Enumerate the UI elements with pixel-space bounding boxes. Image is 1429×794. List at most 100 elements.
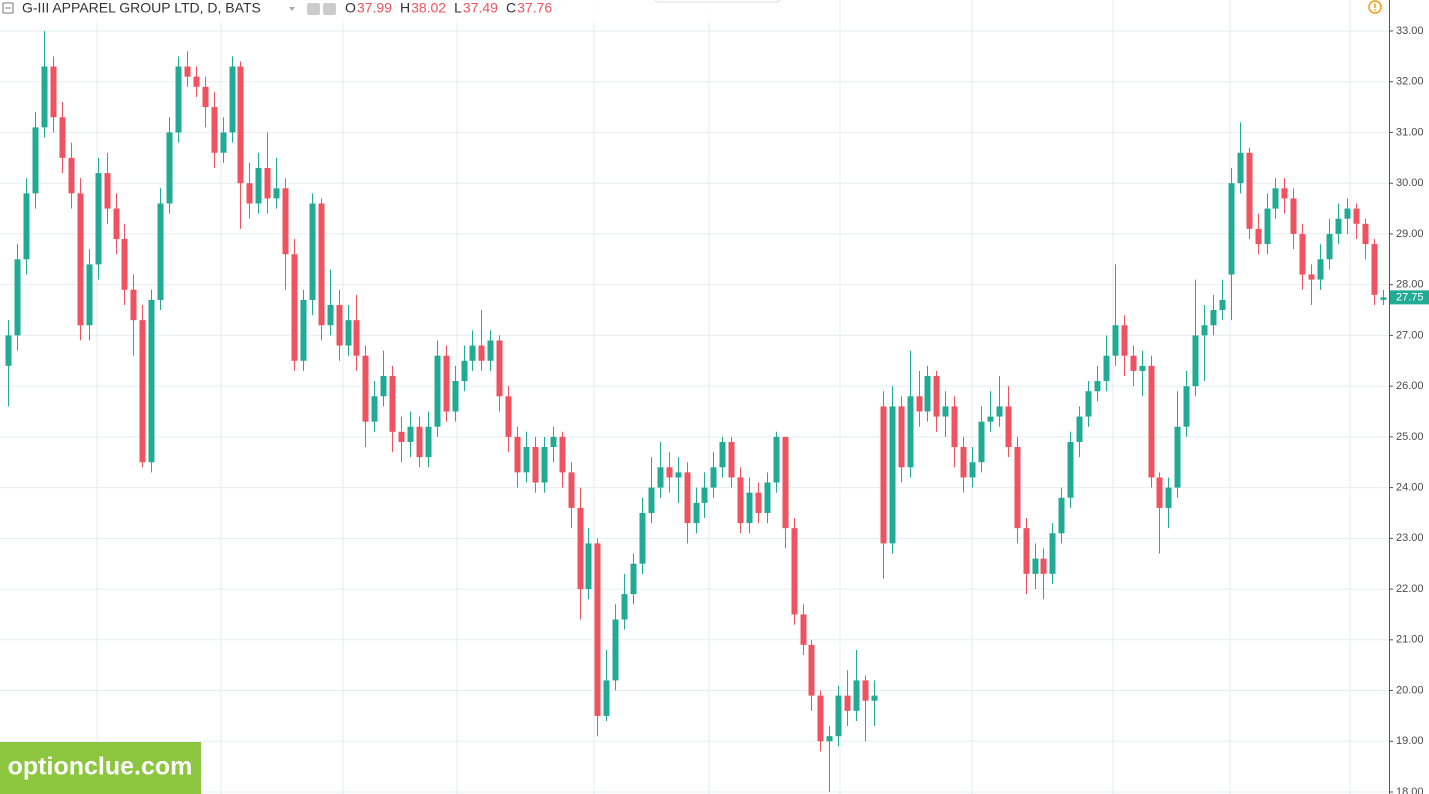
candle-body (478, 345, 485, 361)
candle-body (1228, 183, 1235, 275)
ohlc-label: C (506, 0, 516, 16)
candle-body (1005, 406, 1012, 448)
candle-body (104, 173, 111, 209)
candle-body (577, 507, 584, 590)
candle-body (612, 619, 619, 681)
y-tick-label: 26.00 (1396, 380, 1424, 392)
y-tick-label: 33.00 (1396, 25, 1424, 37)
candle-body (220, 132, 227, 153)
candle-body (407, 426, 414, 442)
candle-body (496, 340, 503, 397)
candle-body (95, 173, 102, 265)
ohlc-label: O (345, 0, 356, 16)
candle-body (113, 208, 120, 240)
candle-body (469, 345, 476, 361)
candle-body (86, 264, 93, 326)
price-grid (0, 30, 1389, 793)
y-tick-label: 28.00 (1396, 279, 1424, 291)
candle-body (835, 695, 842, 737)
last-price-label: 27.75 (1396, 291, 1424, 303)
candle-body (1049, 533, 1056, 574)
warning-icon[interactable] (1368, 0, 1382, 14)
candle-body (1246, 152, 1253, 229)
ohlc-value: 37.76 (517, 0, 552, 16)
ohlc-value: 38.02 (411, 0, 446, 16)
watermark: optionclue.com (8, 753, 193, 781)
candle-body (1264, 208, 1271, 245)
candle-body (398, 431, 405, 442)
candle-body (1103, 355, 1110, 382)
candle-body (1362, 223, 1369, 245)
settings-icon[interactable] (323, 3, 336, 15)
y-tick-label: 19.00 (1396, 735, 1424, 747)
candle-body (1326, 233, 1333, 260)
candle-body (782, 436, 789, 529)
ohlc-label: L (454, 0, 462, 16)
candle-body (1380, 297, 1387, 300)
candle-body (211, 107, 218, 153)
y-tick-label: 22.00 (1396, 583, 1424, 595)
candle-body (345, 320, 352, 346)
candle-body (559, 436, 566, 473)
candle-body (1023, 528, 1030, 574)
y-tick-label: 20.00 (1396, 684, 1424, 696)
candle-body (728, 441, 735, 478)
candle-body (1290, 198, 1297, 234)
candle-body (755, 492, 762, 513)
candle-body (969, 462, 976, 478)
candle-body (461, 360, 468, 382)
candle-body (318, 203, 325, 326)
last-price-tag (1390, 290, 1429, 305)
candle-body (1219, 299, 1226, 311)
candle-body (737, 477, 744, 524)
candle-body (916, 396, 923, 412)
candle-body (452, 381, 459, 412)
candle-body (362, 355, 369, 422)
candle-body (237, 66, 244, 184)
candle-body (336, 304, 343, 346)
candle-body (389, 375, 396, 432)
y-tick-label: 25.00 (1396, 431, 1424, 443)
candle-body (532, 447, 539, 483)
y-tick-label: 29.00 (1396, 228, 1424, 240)
candle-body (898, 406, 905, 468)
candle-body (514, 436, 521, 473)
y-tick-label: 32.00 (1396, 76, 1424, 88)
candle-body (353, 320, 360, 356)
ohlc-header: O 37.99 H 38.02 L 37.49 C 37.76 (345, 0, 552, 16)
candle-body (416, 426, 423, 458)
candle-body (41, 66, 48, 128)
candle-body (184, 66, 191, 77)
candle-body (282, 188, 289, 255)
candle-body (121, 239, 128, 290)
symbol-title: G-III APPAREL GROUP LTD, D, BATS (22, 0, 261, 16)
candle-body (1130, 355, 1137, 371)
candle-body (1094, 381, 1101, 392)
candle-body (1085, 391, 1092, 417)
candle-body (50, 66, 57, 118)
candle-body (764, 482, 771, 513)
candle-body (229, 66, 236, 133)
candle-body (791, 528, 798, 615)
eye-icon[interactable] (307, 3, 320, 15)
candle-body (1353, 208, 1360, 224)
candle-body (1058, 497, 1065, 534)
candle-body (1148, 365, 1155, 478)
y-tick-label: 31.00 (1396, 126, 1424, 138)
candle-body (425, 426, 432, 458)
candle-body (666, 467, 673, 478)
collapse-icon[interactable] (2, 2, 14, 14)
candle-body (1040, 558, 1047, 574)
candle-body (1344, 208, 1351, 219)
dropdown-arrow[interactable] (289, 7, 295, 11)
candle-body (951, 406, 958, 448)
candle-body (996, 406, 1003, 417)
candle-body (1156, 477, 1163, 508)
top-widget[interactable] (654, 0, 781, 3)
candle-body (880, 406, 887, 544)
candle-body (32, 127, 39, 194)
candle-body (505, 396, 512, 437)
candle-body (139, 320, 146, 463)
candle-body (327, 304, 334, 326)
